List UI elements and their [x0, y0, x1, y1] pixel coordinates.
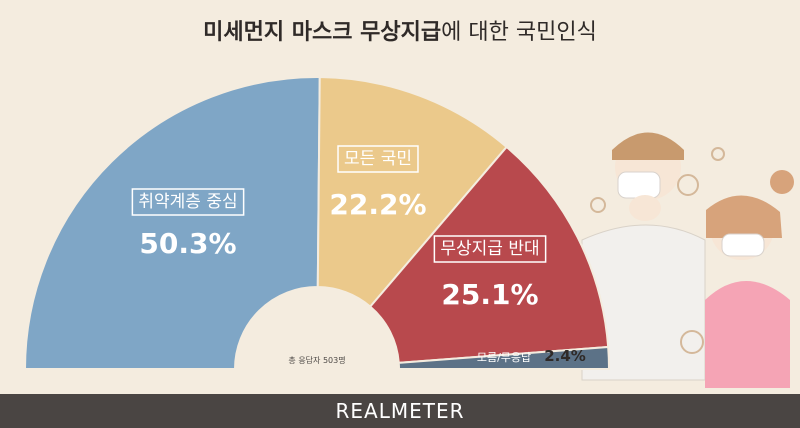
slice-label-oppose: 무상지급 반대 [440, 239, 539, 259]
slice-value-oppose: 25.1% [441, 278, 538, 311]
brand-logo: REALMETER [335, 399, 465, 423]
slice-label-box-vulnerable-groups [131, 188, 245, 216]
slice-label-box-oppose [433, 235, 547, 263]
page-title: 미세먼지 마스크 무상지급에 대한 국민인식 [0, 14, 800, 46]
footer-bar: REALMETER [0, 394, 800, 428]
respondent-note: 총 응답자 503명 [288, 355, 345, 365]
slice-oppose [368, 145, 610, 364]
slice-value-dont-know: 2.4% [544, 347, 586, 365]
slice-label-vulnerable-groups: 취약계층 중심 [138, 192, 237, 212]
chart-slice-labels: 취약계층 중심 50.3% 모든 국민 22.2% 무상지급 반대 25.1% 모름/무응답… [131, 145, 586, 365]
title-bold: 미세먼지 마스크 무상지급 [203, 20, 442, 45]
slice-label-box-all-citizens [337, 145, 419, 173]
slice-label-all-citizens: 모든 국민 [344, 149, 412, 169]
slice-label-dont-know: 모름/무응답 [477, 351, 531, 364]
slice-value-vulnerable-groups: 50.3% [139, 227, 236, 260]
slice-vulnerable-groups [23, 76, 321, 370]
slice-dont-know [397, 345, 611, 370]
title-light: 에 대한 국민인식 [441, 20, 597, 45]
slice-value-all-citizens: 22.2% [329, 188, 426, 221]
chart-slices [23, 76, 611, 370]
masked-people-illustration [581, 132, 794, 388]
slice-all-citizens [316, 76, 509, 309]
